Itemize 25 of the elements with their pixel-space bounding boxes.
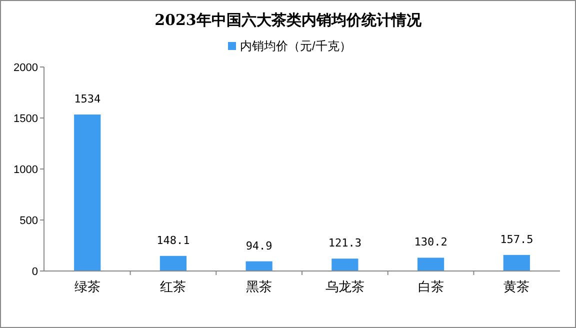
x-tick-label: 乌龙茶 [325,279,364,294]
y-tick-label: 1500 [14,113,38,125]
chart-title: 2023年中国六大茶类内销均价统计情况 [154,11,422,29]
text: 157.5 [500,232,534,246]
legend-label: 内销均价（元/千克） [240,39,352,53]
text: 1534 [74,92,101,106]
y-tick-label: 1000 [14,164,38,176]
y-tick-label: 500 [20,215,38,227]
x-tick-label: 黑茶 [246,279,272,294]
bar [332,258,358,271]
y-tick-label: 2000 [14,62,38,74]
text: 94.9 [246,239,272,252]
x-tick-label: 黄茶 [504,279,530,294]
bar [503,254,530,271]
x-tick-label: 红茶 [160,279,186,294]
bar [417,258,444,271]
bar [74,114,101,271]
x-tick-label: 绿茶 [74,279,100,294]
x-tick-label: 白茶 [418,279,444,294]
text: 121.3 [328,236,362,250]
text: 130.2 [414,236,448,249]
y-tick-label: 0 [32,266,38,278]
text: 148.1 [156,234,190,247]
bar [160,256,187,271]
bar [246,261,272,271]
